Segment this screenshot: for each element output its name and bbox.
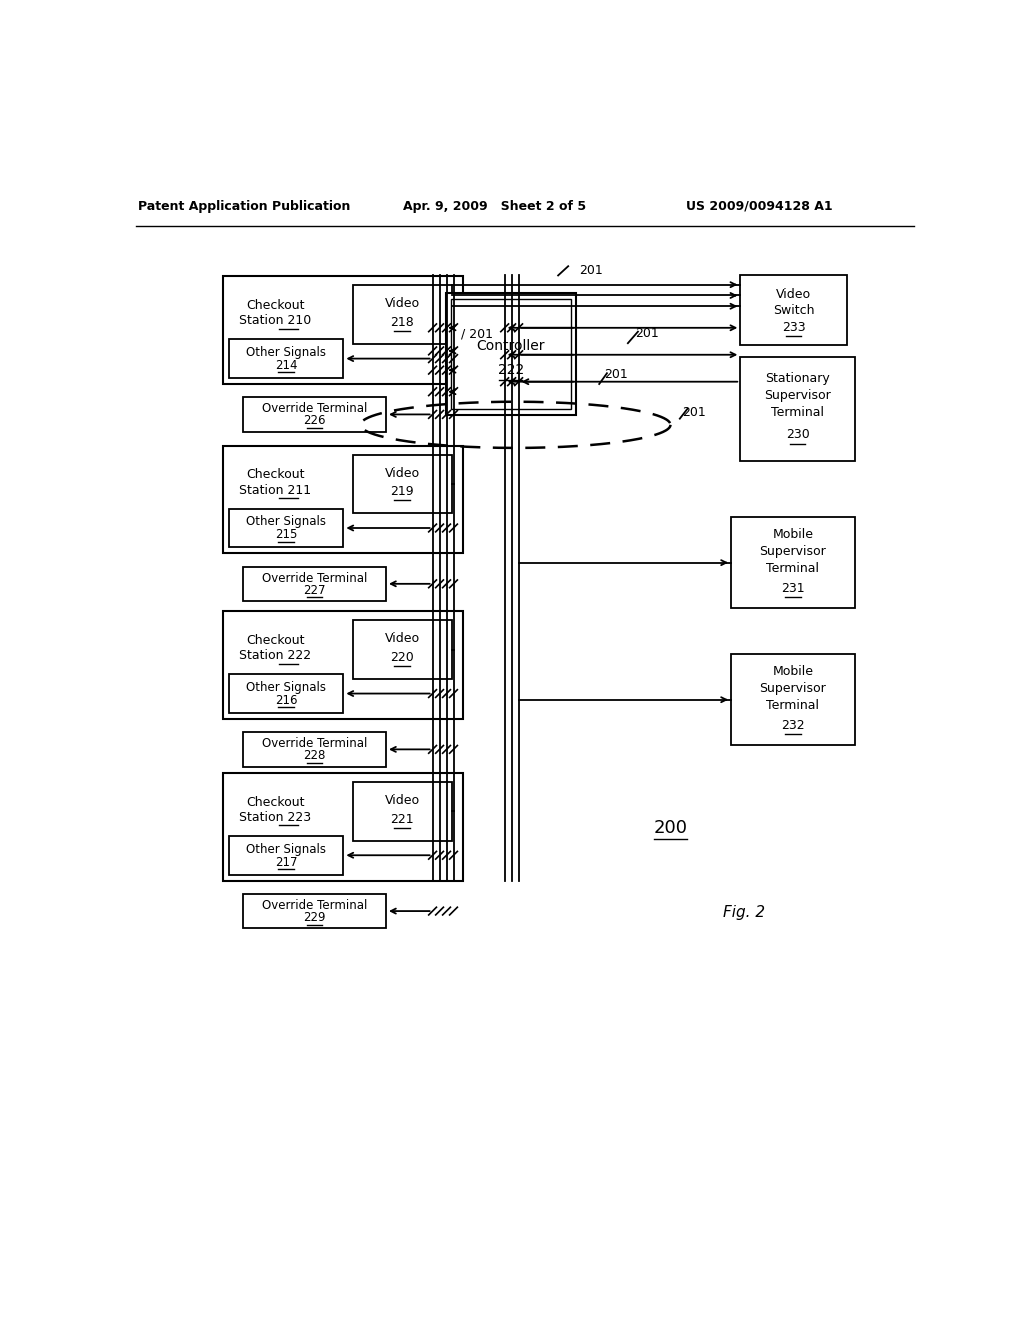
Text: 216: 216 <box>274 694 297 708</box>
Text: 227: 227 <box>303 583 326 597</box>
Text: Other Signals: Other Signals <box>246 346 326 359</box>
Text: Supervisor: Supervisor <box>760 545 826 557</box>
Text: Video: Video <box>385 467 420 480</box>
Text: Mobile: Mobile <box>772 528 813 541</box>
Text: Terminal: Terminal <box>766 561 819 574</box>
Text: 201: 201 <box>682 407 706 418</box>
Text: 228: 228 <box>303 750 326 763</box>
Text: 221: 221 <box>390 813 414 825</box>
Bar <box>228 339 343 378</box>
Text: 231: 231 <box>781 582 805 594</box>
Bar <box>243 733 386 767</box>
Text: 220: 220 <box>390 651 415 664</box>
Text: Controller: Controller <box>476 338 545 352</box>
Text: Checkout: Checkout <box>246 298 304 312</box>
Text: Video: Video <box>385 632 420 645</box>
Text: Terminal: Terminal <box>766 698 819 711</box>
Bar <box>352 781 452 841</box>
Bar <box>222 611 463 719</box>
Bar <box>243 566 386 601</box>
Bar <box>222 774 463 880</box>
Text: Override Terminal: Override Terminal <box>262 737 367 750</box>
Bar <box>243 397 386 432</box>
Bar <box>731 655 855 744</box>
Text: 219: 219 <box>390 486 414 499</box>
Text: Mobile: Mobile <box>772 665 813 677</box>
Text: Video: Video <box>385 795 420 807</box>
Bar <box>352 285 452 345</box>
Text: 230: 230 <box>785 428 810 441</box>
Text: Fig. 2: Fig. 2 <box>723 906 765 920</box>
Bar <box>731 517 855 609</box>
Bar <box>452 298 570 409</box>
Text: 218: 218 <box>390 315 415 329</box>
Text: 229: 229 <box>303 911 326 924</box>
Text: 233: 233 <box>782 321 806 334</box>
Bar <box>352 620 452 678</box>
Text: Station 211: Station 211 <box>240 483 311 496</box>
Bar <box>740 358 855 461</box>
Text: Video: Video <box>385 297 420 310</box>
Text: / 201: / 201 <box>461 327 493 341</box>
Bar <box>445 293 575 414</box>
Text: Checkout: Checkout <box>246 469 304 482</box>
Text: Other Signals: Other Signals <box>246 681 326 694</box>
Text: Apr. 9, 2009   Sheet 2 of 5: Apr. 9, 2009 Sheet 2 of 5 <box>403 199 587 213</box>
Text: Stationary: Stationary <box>765 372 830 385</box>
Text: Station 210: Station 210 <box>240 314 311 327</box>
Text: Video: Video <box>776 288 811 301</box>
Text: Station 223: Station 223 <box>240 810 311 824</box>
Bar <box>740 276 847 345</box>
Text: Patent Application Publication: Patent Application Publication <box>138 199 350 213</box>
Text: 215: 215 <box>274 528 297 541</box>
Bar <box>352 455 452 513</box>
Text: Other Signals: Other Signals <box>246 842 326 855</box>
Text: Supervisor: Supervisor <box>760 681 826 694</box>
Text: 201: 201 <box>580 264 603 277</box>
Text: Override Terminal: Override Terminal <box>262 572 367 585</box>
Text: 232: 232 <box>781 718 805 731</box>
Text: 217: 217 <box>274 855 297 869</box>
Bar <box>222 276 463 384</box>
Text: Checkout: Checkout <box>246 634 304 647</box>
Bar <box>228 675 343 713</box>
Text: Other Signals: Other Signals <box>246 515 326 528</box>
Text: Checkout: Checkout <box>246 796 304 809</box>
Text: 222: 222 <box>498 363 524 378</box>
Text: 214: 214 <box>274 359 297 372</box>
Bar <box>228 836 343 874</box>
Text: 200: 200 <box>653 820 687 837</box>
Text: 201: 201 <box>604 367 628 380</box>
Text: Terminal: Terminal <box>771 407 824 418</box>
Bar <box>222 446 463 553</box>
Text: US 2009/0094128 A1: US 2009/0094128 A1 <box>686 199 833 213</box>
Text: Override Terminal: Override Terminal <box>262 403 367 416</box>
Text: Supervisor: Supervisor <box>764 389 830 403</box>
Bar <box>228 508 343 548</box>
Text: Station 222: Station 222 <box>240 649 311 663</box>
Text: 201: 201 <box>635 327 659 341</box>
Bar <box>243 894 386 928</box>
Text: 226: 226 <box>303 414 326 428</box>
Text: Switch: Switch <box>773 304 814 317</box>
Text: Override Terminal: Override Terminal <box>262 899 367 912</box>
